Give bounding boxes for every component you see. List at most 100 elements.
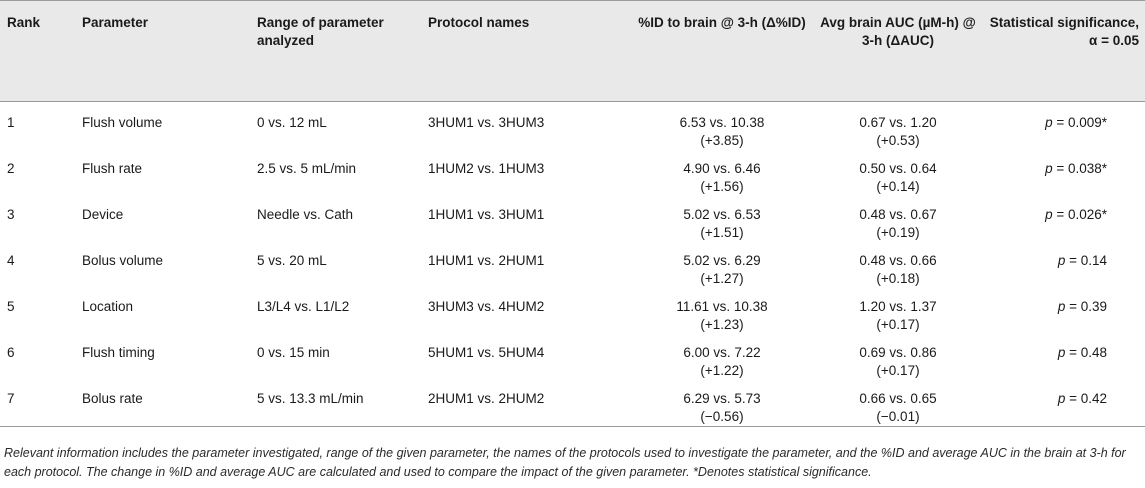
- table-row: 4 Bolus volume 5 vs. 20 mL 1HUM1 vs. 2HU…: [0, 242, 1145, 288]
- pct-id-delta: (+1.27): [700, 271, 744, 286]
- cell-significance: p = 0.48: [983, 334, 1145, 380]
- pct-id-delta: (+3.85): [700, 133, 744, 148]
- cell-range: 2.5 vs. 5 mL/min: [257, 161, 357, 176]
- cell-auc: 0.66 vs. 0.65 (−0.01): [813, 380, 983, 427]
- p-symbol: p: [1057, 299, 1066, 314]
- cell-significance: p = 0.038*: [983, 150, 1145, 196]
- table-row: 6 Flush timing 0 vs. 15 min 5HUM1 vs. 5H…: [0, 334, 1145, 380]
- auc-delta: (+0.18): [876, 271, 920, 286]
- cell-significance: p = 0.009*: [983, 102, 1145, 151]
- pct-id-values: 4.90 vs. 6.46: [683, 161, 761, 176]
- cell-parameter: Bolus volume: [82, 253, 164, 268]
- auc-delta: (+0.53): [876, 133, 920, 148]
- auc-delta: (+0.14): [876, 179, 920, 194]
- pct-id-delta: (+1.56): [700, 179, 744, 194]
- cell-significance: p = 0.39: [983, 288, 1145, 334]
- header-parameter: Parameter: [82, 15, 149, 30]
- pct-id-values: 11.61 vs. 10.38: [676, 299, 768, 314]
- cell-parameter: Flush volume: [82, 115, 163, 130]
- header-range: Range of parameter analyzed: [257, 15, 384, 48]
- cell-rank: 1: [7, 115, 15, 130]
- auc-values: 0.66 vs. 0.65: [859, 391, 937, 406]
- cell-parameter: Flush timing: [82, 345, 155, 360]
- table-row: 3 Device Needle vs. Cath 1HUM1 vs. 3HUM1…: [0, 196, 1145, 242]
- cell-rank: 2: [7, 161, 15, 176]
- p-value: = 0.038*: [1052, 161, 1107, 176]
- results-table: Rank Parameter Range of parameter analyz…: [0, 0, 1145, 427]
- pct-id-delta: (+1.51): [700, 225, 744, 240]
- cell-auc: 0.48 vs. 0.67 (+0.19): [813, 196, 983, 242]
- cell-protocols: 3HUM1 vs. 3HUM3: [428, 115, 545, 130]
- cell-protocols: 1HUM1 vs. 2HUM1: [428, 253, 545, 268]
- cell-parameter: Bolus rate: [82, 391, 143, 406]
- header-pct-id: %ID to brain @ 3-h (Δ%ID): [638, 15, 806, 30]
- pct-id-values: 5.02 vs. 6.29: [683, 253, 761, 268]
- cell-protocols: 3HUM3 vs. 4HUM2: [428, 299, 545, 314]
- cell-parameter: Flush rate: [82, 161, 143, 176]
- table-row: 5 Location L3/L4 vs. L1/L2 3HUM3 vs. 4HU…: [0, 288, 1145, 334]
- cell-protocols: 2HUM1 vs. 2HUM2: [428, 391, 545, 406]
- cell-auc: 0.48 vs. 0.66 (+0.18): [813, 242, 983, 288]
- auc-delta: (−0.01): [876, 409, 920, 424]
- p-symbol: p: [1045, 207, 1053, 222]
- cell-pct-id: 6.00 vs. 7.22 (+1.22): [631, 334, 813, 380]
- p-value: = 0.42: [1065, 391, 1107, 406]
- pct-id-values: 6.53 vs. 10.38: [679, 115, 765, 130]
- cell-rank: 4: [7, 253, 15, 268]
- p-symbol: p: [1045, 115, 1053, 130]
- pct-id-delta: (+1.23): [700, 317, 744, 332]
- p-value: = 0.48: [1065, 345, 1107, 360]
- cell-pct-id: 11.61 vs. 10.38 (+1.23): [631, 288, 813, 334]
- header-significance: Statistical significance, α = 0.05: [989, 15, 1139, 48]
- p-symbol: p: [1057, 391, 1066, 406]
- cell-pct-id: 6.29 vs. 5.73 (−0.56): [631, 380, 813, 427]
- cell-range: L3/L4 vs. L1/L2: [257, 299, 350, 314]
- pct-id-values: 5.02 vs. 6.53: [683, 207, 761, 222]
- cell-rank: 6: [7, 345, 15, 360]
- cell-range: 0 vs. 12 mL: [257, 115, 327, 130]
- table-body: 1 Flush volume 0 vs. 12 mL 3HUM1 vs. 3HU…: [0, 102, 1145, 427]
- cell-range: 5 vs. 20 mL: [257, 253, 327, 268]
- auc-delta: (+0.19): [876, 225, 920, 240]
- cell-auc: 0.69 vs. 0.86 (+0.17): [813, 334, 983, 380]
- p-value: = 0.39: [1065, 299, 1107, 314]
- cell-pct-id: 4.90 vs. 6.46 (+1.56): [631, 150, 813, 196]
- cell-range: Needle vs. Cath: [257, 207, 354, 222]
- cell-significance: p = 0.14: [983, 242, 1145, 288]
- table-row: 7 Bolus rate 5 vs. 13.3 mL/min 2HUM1 vs.…: [0, 380, 1145, 427]
- auc-delta: (+0.17): [876, 317, 920, 332]
- table-footnote: Relevant information includes the parame…: [4, 446, 1126, 479]
- pct-id-values: 6.29 vs. 5.73: [683, 391, 761, 406]
- cell-range: 5 vs. 13.3 mL/min: [257, 391, 364, 406]
- cell-parameter: Location: [82, 299, 134, 314]
- cell-range: 0 vs. 15 min: [257, 345, 330, 360]
- header-rank: Rank: [7, 15, 41, 30]
- auc-values: 0.48 vs. 0.66: [859, 253, 937, 268]
- p-symbol: p: [1057, 253, 1066, 268]
- table-row: 2 Flush rate 2.5 vs. 5 mL/min 1HUM2 vs. …: [0, 150, 1145, 196]
- auc-values: 0.48 vs. 0.67: [859, 207, 937, 222]
- cell-pct-id: 5.02 vs. 6.29 (+1.27): [631, 242, 813, 288]
- cell-pct-id: 5.02 vs. 6.53 (+1.51): [631, 196, 813, 242]
- pct-id-delta: (−0.56): [700, 409, 744, 424]
- auc-delta: (+0.17): [876, 363, 920, 378]
- p-symbol: p: [1045, 161, 1053, 176]
- p-value: = 0.026*: [1052, 207, 1107, 222]
- cell-protocols: 1HUM1 vs. 3HUM1: [428, 207, 545, 222]
- auc-values: 0.69 vs. 0.86: [859, 345, 937, 360]
- cell-rank: 5: [7, 299, 15, 314]
- pct-id-delta: (+1.22): [700, 363, 744, 378]
- table-header: Rank Parameter Range of parameter analyz…: [0, 0, 1145, 102]
- auc-values: 0.50 vs. 0.64: [859, 161, 937, 176]
- cell-rank: 3: [7, 207, 15, 222]
- header-protocols: Protocol names: [428, 15, 530, 30]
- p-value: = 0.14: [1065, 253, 1107, 268]
- auc-values: 1.20 vs. 1.37: [859, 299, 937, 314]
- cell-pct-id: 6.53 vs. 10.38 (+3.85): [631, 102, 813, 151]
- cell-rank: 7: [7, 391, 15, 406]
- cell-parameter: Device: [82, 207, 124, 222]
- cell-significance: p = 0.026*: [983, 196, 1145, 242]
- cell-auc: 1.20 vs. 1.37 (+0.17): [813, 288, 983, 334]
- p-symbol: p: [1057, 345, 1066, 360]
